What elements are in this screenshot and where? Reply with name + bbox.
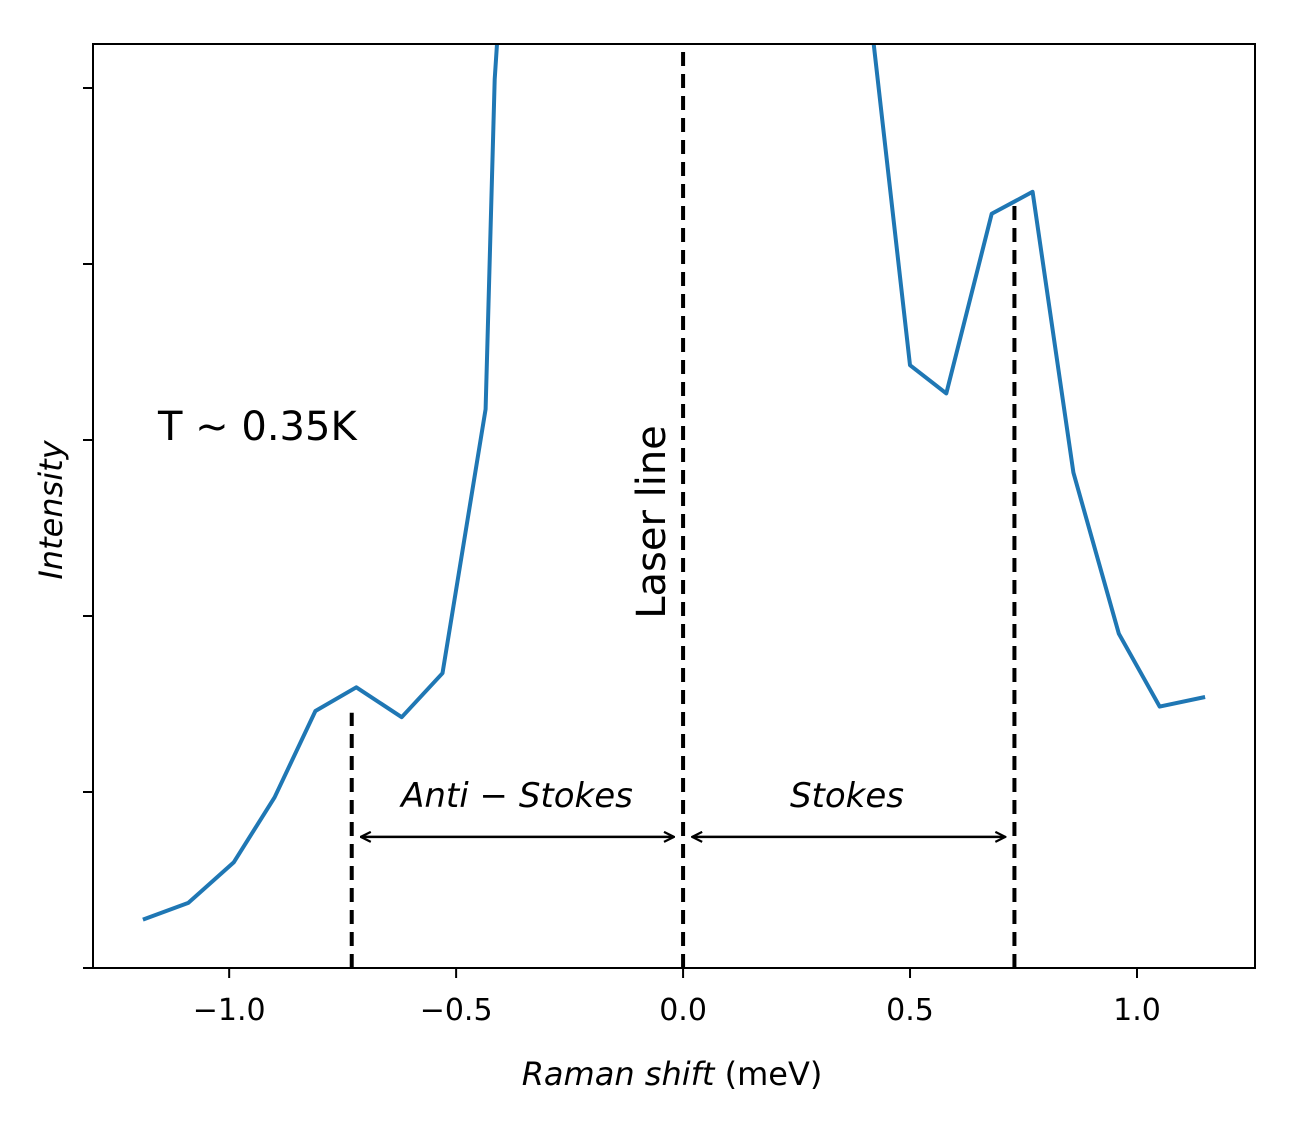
x-axis-label: Raman shift (meV) [522,1055,823,1093]
x-tick-label: 1.0 [1113,993,1161,1028]
plot-area [142,43,1206,968]
spectrum-line [142,43,499,922]
temperature-annotation: T ~ 0.35K [157,404,358,450]
y-axis-label: Intensity [32,439,70,579]
x-axis-label-unit: (meV) [725,1055,823,1093]
y-axis-ticks [83,87,93,969]
x-tick-label: −0.5 [420,993,493,1028]
x-tick-label: 0.5 [886,993,934,1028]
stokes-label: Stokes [790,776,904,816]
x-tick-label: −1.0 [193,993,266,1028]
plot-frame [92,43,1256,969]
x-axis-label-italic: Raman shift [522,1055,716,1093]
x-axis-ticks: −1.0 −0.5 0.0 0.5 1.0 [193,968,1161,1028]
x-tick-label: 0.0 [659,993,707,1028]
laser-line-label: Laser line [629,425,675,619]
spectrum-right-line [871,43,1206,709]
anti-stokes-label: Anti − Stokes [399,776,633,816]
